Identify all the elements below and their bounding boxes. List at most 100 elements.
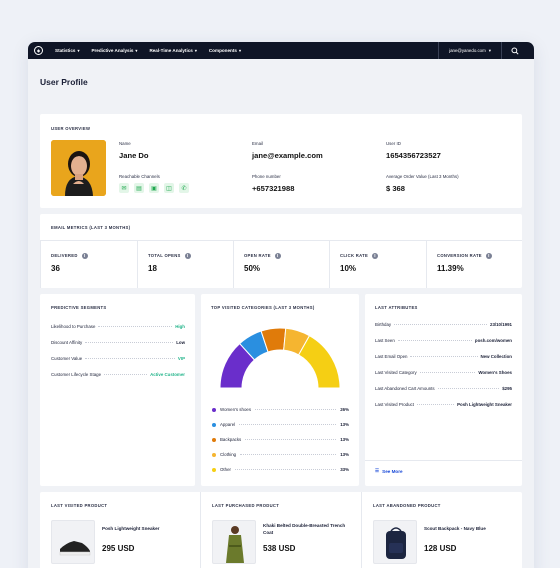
legend-value: 13% (340, 437, 349, 442)
chart-slice-other[interactable] (297, 335, 341, 389)
list-item: Discount Affinity Low (51, 340, 185, 345)
row-value: Active Customer (150, 372, 185, 377)
legend-value: 26% (340, 407, 349, 412)
email-label: Email (252, 141, 263, 146)
nav-label: Statistics (55, 48, 76, 53)
legend-item: Clothing 13% (212, 452, 349, 457)
section-label: LAST PURCHASED PRODUCT (212, 503, 280, 508)
row-value: High (175, 324, 185, 329)
chevron-down-icon: ▾ (194, 48, 197, 53)
search-icon (511, 46, 519, 55)
top-navbar: ◈ Statistics ▾ Predictive Analysis ▾ Real-… (28, 42, 534, 59)
user-email: jane@yanedo.com (449, 48, 486, 53)
metric-value: 50% (244, 264, 261, 273)
legend-swatch (212, 467, 216, 472)
legend-item: Backpacks 13% (212, 437, 349, 442)
metric-open-rate: OPEN RATE i 50% (233, 240, 329, 288)
user-id: 1654356723527 (386, 151, 441, 160)
user-email-value: jane@example.com (252, 151, 323, 160)
nav-label: Components (208, 48, 237, 53)
legend-label: Apparel (220, 422, 236, 427)
metric-value: 36 (51, 264, 60, 273)
nav-predictive-analysis[interactable]: Predictive Analysis ▾ (91, 48, 137, 53)
product-price: 295 USD (102, 544, 135, 553)
last-visited-product[interactable]: LAST VISITED PRODUCT Posh Lightweight Sn… (40, 492, 200, 568)
metric-delivered: DELIVERED i 36 (40, 240, 137, 288)
legend-value: 13% (340, 422, 349, 427)
list-item: Birthday 23/10/1991 (375, 322, 512, 327)
chevron-down-icon: ▾ (238, 48, 241, 53)
nav-statistics[interactable]: Statistics ▾ (55, 48, 79, 53)
nav-label: Real-Time Analytics (149, 48, 193, 53)
metric-value: 10% (340, 264, 357, 273)
metric-label: CONVERSION RATE (437, 253, 482, 259)
section-label: EMAIL METRICS (LAST 3 MONTHS) (51, 225, 131, 230)
legend-swatch (212, 437, 216, 442)
metric-conversion-rate: CONVERSION RATE i 11.39% (426, 240, 522, 288)
nav-components[interactable]: Components ▾ (209, 48, 241, 53)
product-name: Khaki Belted Double-Breasted Trench Coat (263, 523, 346, 535)
list-icon: ☰ (375, 468, 380, 473)
email-icon[interactable]: ✉ (119, 183, 129, 193)
chat-icon[interactable]: ◫ (164, 183, 174, 193)
section-label: LAST ATTRIBUTES (375, 305, 418, 310)
product-image (373, 520, 417, 564)
whatsapp-icon[interactable]: ✆ (179, 183, 189, 193)
info-icon[interactable]: i (274, 253, 281, 259)
message-icon[interactable]: ▤ (134, 183, 144, 193)
logo-icon[interactable]: ◈ (34, 46, 43, 55)
info-icon[interactable]: i (485, 253, 492, 259)
info-icon[interactable]: i (372, 253, 379, 259)
predictive-list: Likelihood to Purchase High Discount Affi… (51, 324, 185, 388)
see-more-link[interactable]: ☰ See More (375, 468, 403, 474)
row-key: Last Abandoned Cart Amounts (375, 386, 435, 391)
channels-label: Reachable Channels (119, 174, 160, 179)
user-overview-card: USER OVERVIEW Name Jane Do Reachable Cha… (40, 114, 522, 208)
row-key: Likelihood to Purchase (51, 324, 96, 329)
chart-legend: Women's shoes 26% Apparel 13% Backpacks 13% Cl… (212, 407, 349, 482)
nav-real-time-analytics[interactable]: Real-Time Analytics ▾ (149, 48, 196, 53)
legend-item: Women's shoes 26% (212, 407, 349, 412)
row-value: Low (176, 340, 185, 345)
row-key: Last Visited Product (375, 402, 414, 407)
row-key: Last Email Open (375, 354, 408, 359)
categories-chart (219, 327, 341, 389)
list-item: Last Seen posh.com/women (375, 338, 512, 343)
row-value: posh.com/women (474, 338, 512, 343)
chevron-down-icon: ▾ (77, 48, 80, 53)
last-purchased-product[interactable]: LAST PURCHASED PRODUCT Khaki Belted Doub… (200, 492, 361, 568)
metric-label: DELIVERED (51, 253, 78, 259)
chevron-down-icon: ▾ (488, 47, 491, 53)
legend-label: Other (220, 467, 231, 472)
email-metrics-card: EMAIL METRICS (LAST 3 MONTHS) DELIVERED i… (40, 214, 522, 288)
list-item: Last Email Open New Collection (375, 354, 512, 359)
list-item: Customer Lifecycle Stage Active Customer (51, 372, 185, 377)
section-label: LAST VISITED PRODUCT (51, 503, 108, 508)
name-label: Name (119, 141, 131, 146)
products-card: LAST VISITED PRODUCT Posh Lightweight Sn… (40, 492, 522, 568)
row-value: VIP (177, 356, 185, 361)
row-value: New Collection (480, 354, 512, 359)
userid-label: User ID (386, 141, 401, 146)
app-window: ◈ Statistics ▾ Predictive Analysis ▾ Real-… (28, 42, 534, 568)
search-button[interactable] (502, 42, 528, 59)
product-name: Scout Backpack - Navy Blue (424, 526, 486, 531)
section-label: PREDICTIVE SEGMENTS (51, 305, 107, 310)
list-item: Last Visited Category Women's Shoes (375, 370, 512, 375)
list-item: Customer Value VIP (51, 356, 185, 361)
push-icon[interactable]: ▣ (149, 183, 159, 193)
info-icon[interactable]: i (184, 253, 191, 259)
attributes-list: Birthday 23/10/1991 Last Seen posh.com/wom… (375, 322, 512, 418)
metric-value: 11.39% (437, 264, 464, 273)
nav-label: Predictive Analysis (91, 48, 134, 53)
user-phone: +657321988 (252, 184, 295, 193)
row-key: Birthday (375, 322, 392, 327)
see-more-label: See More (382, 468, 403, 474)
last-abandoned-product[interactable]: LAST ABANDONED PRODUCT Scout Backpack - … (361, 492, 522, 568)
metric-value: 18 (148, 264, 157, 273)
aov-label: Average Order Value (Last 3 Months) (386, 174, 459, 179)
user-menu[interactable]: jane@yanedo.com ▾ (438, 42, 502, 59)
chart-title: TOP VISITED CATEGORIES (LAST 3 MONTHS) (211, 305, 315, 310)
info-icon[interactable]: i (81, 253, 88, 259)
legend-swatch (212, 422, 216, 427)
